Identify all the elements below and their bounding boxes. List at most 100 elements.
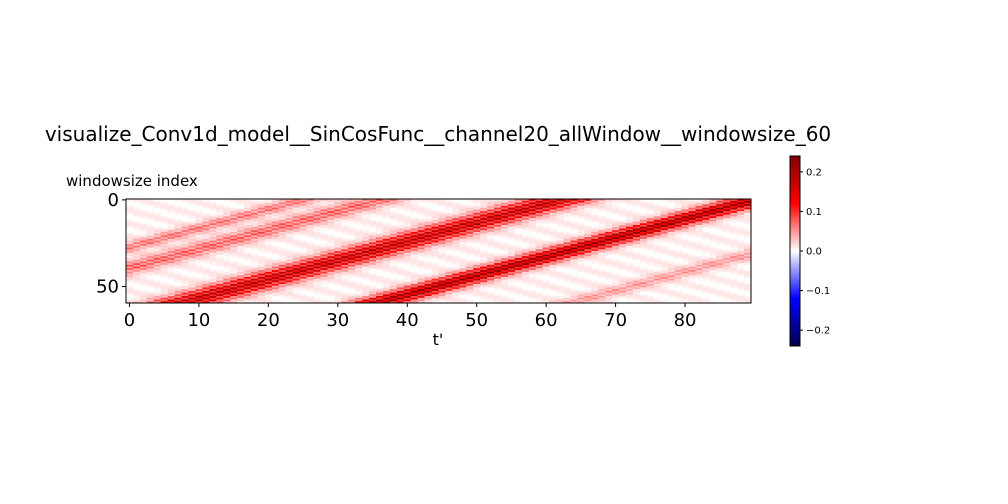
heatmap-cell: [306, 200, 314, 203]
heatmap-cell: [237, 202, 245, 205]
heatmap-cell: [167, 211, 175, 214]
heatmap-cell: [216, 211, 224, 214]
heatmap-cell: [334, 301, 342, 304]
heatmap-cell: [507, 244, 516, 247]
heatmap-cell: [403, 271, 412, 274]
heatmap-cell: [653, 287, 662, 290]
heatmap-cell: [181, 299, 189, 302]
heatmap-cell: [549, 204, 557, 207]
heatmap-cell: [327, 249, 335, 252]
heatmap-cell: [744, 275, 752, 278]
heatmap-cell: [271, 211, 280, 214]
heatmap-cell: [251, 299, 259, 302]
heatmap-cell: [501, 209, 509, 212]
heatmap-cell: [507, 221, 516, 224]
colorbar-tick-label: 0.1: [806, 207, 822, 218]
heatmap-cell: [389, 202, 398, 205]
heatmap-cell: [674, 205, 682, 209]
heatmap-cell: [535, 228, 544, 231]
heatmap-cell: [556, 247, 564, 250]
heatmap-cell: [598, 235, 606, 238]
heatmap-cell: [626, 296, 634, 299]
heatmap-cell: [389, 242, 398, 245]
heatmap-cell: [362, 242, 370, 245]
heatmap-cell: [216, 235, 224, 238]
heatmap-cell: [188, 211, 196, 214]
heatmap-cell: [612, 244, 620, 247]
heatmap-cell: [223, 205, 231, 209]
heatmap-cell: [237, 211, 245, 214]
heatmap-cell: [563, 212, 571, 215]
heatmap-cell: [202, 231, 210, 235]
heatmap-cell: [369, 278, 377, 281]
heatmap-cell: [431, 240, 439, 243]
heatmap-cell: [299, 207, 307, 210]
heatmap-cell: [466, 275, 474, 278]
heatmap-cell: [452, 237, 460, 240]
heatmap-cell: [487, 212, 495, 215]
heatmap-cell: [667, 273, 675, 276]
heatmap-cell: [473, 282, 481, 285]
heatmap-cell: [146, 266, 155, 269]
heatmap-cell: [202, 256, 210, 259]
heatmap-cell: [292, 199, 300, 202]
heatmap-cell: [653, 231, 662, 235]
heatmap-cell: [285, 202, 294, 205]
heatmap-cell: [709, 245, 717, 248]
heatmap-cell: [653, 219, 662, 222]
heatmap-cell: [598, 209, 606, 212]
heatmap-cell: [619, 231, 627, 235]
heatmap-cell: [480, 261, 488, 264]
heatmap-cell: [459, 223, 467, 226]
heatmap-cell: [549, 251, 557, 254]
heatmap-cell: [570, 256, 578, 259]
heatmap-cell: [417, 238, 425, 241]
heatmap-cell: [410, 249, 419, 252]
heatmap-cell: [507, 297, 516, 300]
heatmap-cell: [195, 287, 203, 290]
heatmap-cell: [542, 244, 550, 247]
heatmap-cell: [723, 259, 731, 262]
heatmap-cell: [251, 275, 259, 278]
heatmap-cell: [577, 238, 585, 241]
heatmap-cell: [667, 277, 675, 280]
heatmap-cell: [299, 216, 307, 219]
heatmap-cell: [507, 278, 516, 281]
heatmap-cell: [271, 277, 280, 280]
heatmap-cell: [487, 263, 495, 266]
heatmap-cell: [341, 301, 349, 304]
heatmap-cell: [695, 275, 703, 278]
heatmap-cell: [667, 252, 675, 255]
heatmap-cell: [202, 271, 210, 274]
heatmap-cell: [639, 277, 648, 280]
heatmap-cell: [577, 266, 585, 269]
heatmap-cell: [313, 235, 321, 238]
heatmap-cell: [306, 282, 314, 285]
heatmap-cell: [410, 225, 419, 228]
heatmap-cell: [744, 256, 752, 259]
heatmap-cell: [612, 242, 620, 245]
heatmap-cell: [244, 275, 252, 278]
heatmap-cell: [577, 209, 585, 212]
heatmap-cell: [403, 301, 412, 304]
heatmap-cell: [674, 235, 682, 238]
heatmap-cell: [244, 233, 252, 236]
heatmap-cell: [341, 214, 349, 217]
heatmap-cell: [452, 209, 460, 212]
heatmap-cell: [612, 263, 620, 266]
heatmap-cell: [362, 233, 370, 236]
heatmap-cell: [431, 263, 439, 266]
heatmap-cell: [327, 228, 335, 231]
heatmap-cell: [202, 299, 210, 302]
heatmap-cell: [653, 225, 662, 228]
heatmap-cell: [660, 237, 669, 240]
heatmap-cell: [660, 230, 669, 233]
heatmap-cell: [278, 261, 287, 264]
heatmap-cell: [160, 204, 169, 207]
heatmap-cell: [174, 237, 182, 240]
heatmap-cell: [612, 252, 620, 255]
heatmap-cell: [737, 242, 745, 245]
heatmap-cell: [153, 283, 162, 287]
heatmap-cell: [598, 238, 606, 241]
